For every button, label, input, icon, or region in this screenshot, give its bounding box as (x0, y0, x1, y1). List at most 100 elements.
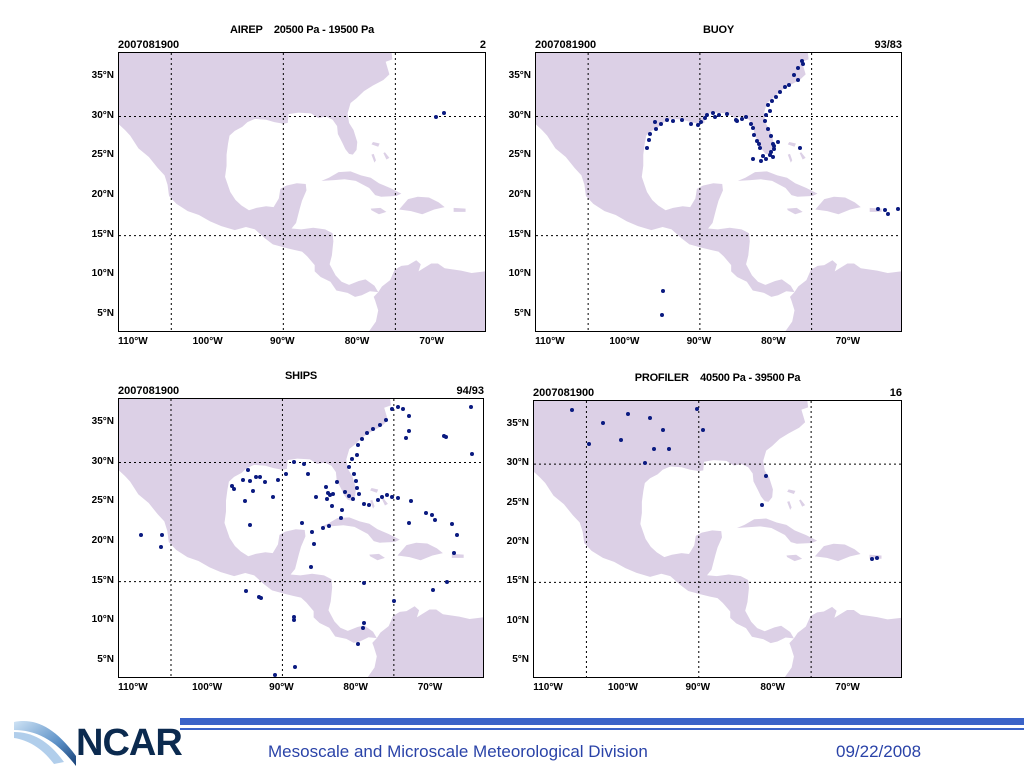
observation-point (671, 118, 676, 123)
latitude-label: 30°N (508, 109, 531, 121)
observation-point (301, 462, 306, 467)
observation-point (647, 132, 652, 137)
observation-point (449, 521, 454, 526)
observation-point (750, 126, 755, 131)
observation-point (378, 423, 383, 428)
observation-point (694, 406, 699, 411)
observation-point (258, 474, 263, 479)
observation-point (274, 677, 278, 678)
latitude-label: 20°N (91, 188, 114, 200)
observation-point (241, 478, 246, 483)
observation-point (764, 473, 769, 478)
observation-point (385, 493, 390, 498)
observation-point (292, 614, 297, 619)
map-area (533, 400, 902, 678)
observation-point (313, 495, 318, 500)
observation-point (330, 504, 335, 509)
observation-point (367, 503, 372, 508)
observation-point (469, 451, 474, 456)
observation-point (764, 112, 769, 117)
latitude-label: 20°N (508, 188, 531, 200)
land-area (119, 399, 391, 643)
observation-point (666, 447, 671, 452)
longitude-label: 80°W (344, 336, 370, 347)
panel-count: 16 (889, 387, 902, 399)
land-area (815, 196, 861, 215)
land-area (786, 554, 803, 562)
observation-point (403, 435, 408, 440)
observation-point (351, 471, 356, 476)
latitude-label: 25°N (91, 149, 114, 161)
map-canvas (534, 401, 901, 677)
land-area (736, 518, 818, 544)
observation-point (390, 494, 395, 499)
longitude-label: 110°W (535, 336, 565, 347)
land-area (787, 153, 793, 163)
observation-point (791, 73, 796, 78)
observation-point (139, 532, 144, 537)
observation-point (725, 112, 730, 117)
observation-point (395, 496, 400, 501)
observation-point (350, 456, 355, 461)
observation-point (711, 111, 716, 116)
ncar-logo-text: NCAR (76, 722, 183, 764)
map-canvas (119, 399, 483, 677)
observation-point (247, 478, 252, 483)
longitude-label: 100°W (607, 682, 638, 693)
longitude-label: 100°W (192, 682, 223, 693)
observation-point (375, 497, 380, 502)
observation-point (896, 207, 901, 212)
observation-point (356, 641, 361, 646)
map-canvas (119, 53, 485, 331)
observation-point (455, 532, 459, 537)
latitude-label: 35°N (91, 69, 114, 81)
observation-point (354, 452, 359, 457)
observation-point (875, 206, 880, 211)
land-area (787, 207, 803, 215)
observation-point (253, 474, 258, 479)
observation-point (248, 523, 253, 528)
latitude-label: 30°N (91, 109, 114, 121)
longitude-label: 70°W (417, 682, 443, 693)
longitude-label: 70°W (419, 336, 444, 347)
observation-point (770, 155, 775, 160)
observation-point (776, 139, 781, 144)
observation-point (740, 116, 745, 121)
observation-point (395, 404, 400, 409)
observation-point (310, 529, 315, 534)
land-area (383, 152, 390, 160)
observation-point (327, 524, 332, 529)
observation-point (796, 78, 801, 82)
observation-point (359, 436, 364, 441)
observation-point (759, 503, 764, 508)
latitude-label: 25°N (91, 495, 114, 507)
ncar-logo-swoosh-icon (14, 721, 76, 766)
observation-point (769, 133, 774, 138)
observation-point (160, 532, 165, 537)
observation-point (716, 112, 721, 117)
observation-point (767, 108, 772, 113)
land-area (799, 152, 806, 160)
panel-count: 2 (479, 39, 486, 51)
observation-point (325, 497, 329, 502)
observation-point (651, 447, 656, 452)
observation-point (452, 551, 457, 556)
observation-point (744, 115, 749, 120)
observation-point (469, 404, 474, 409)
land-area (320, 517, 400, 543)
land-area (397, 542, 443, 561)
land-area (536, 53, 809, 297)
observation-point (443, 435, 448, 440)
observation-point (356, 491, 361, 496)
observation-point (586, 442, 591, 447)
observation-point (291, 617, 296, 622)
observation-point (782, 85, 787, 90)
panel-title: AIREP 20500 Pa - 19500 Pa (229, 24, 375, 36)
map-area (118, 52, 486, 332)
observation-point (570, 407, 575, 412)
footer-date: 09/22/2008 (836, 742, 922, 761)
observation-point (275, 478, 280, 483)
observation-point (752, 132, 757, 137)
observation-point (327, 493, 332, 498)
latitude-label: 10°N (506, 614, 529, 626)
